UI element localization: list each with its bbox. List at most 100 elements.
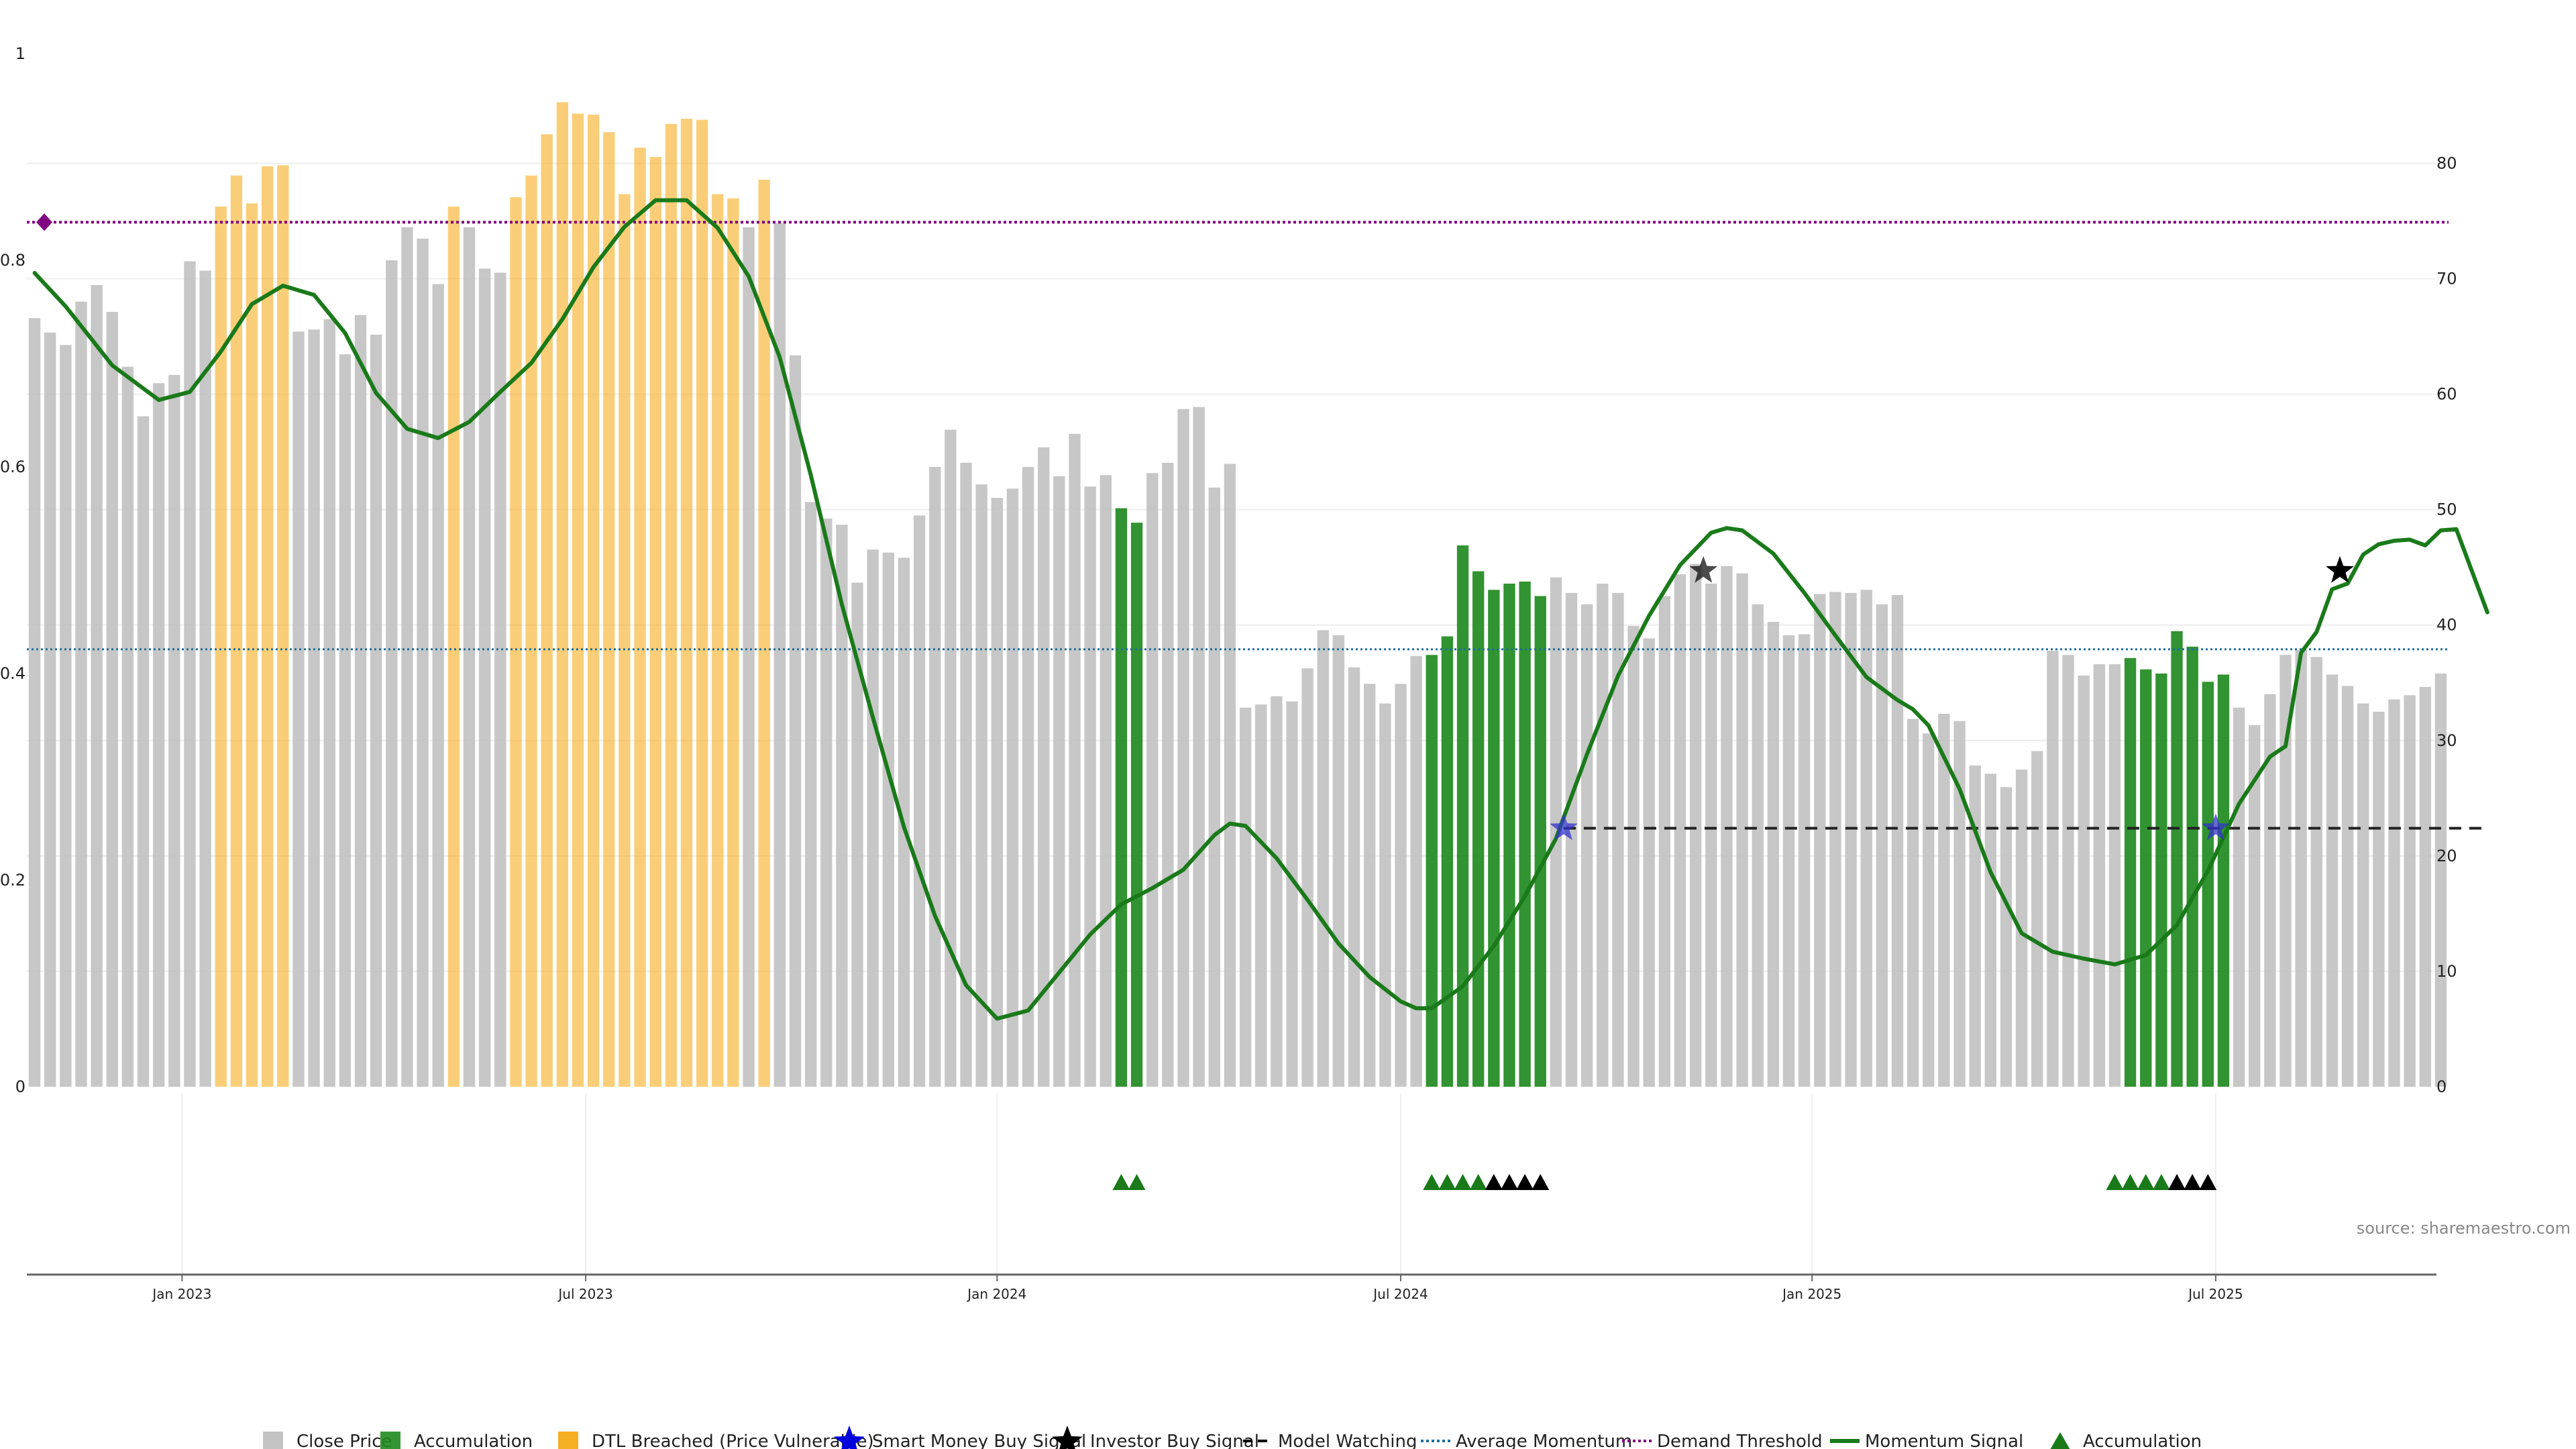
bar-25	[417, 238, 429, 1087]
right-tick-label: 70	[2436, 270, 2457, 288]
bar-154	[2419, 687, 2431, 1087]
legend-label: Model Watching	[1278, 1432, 1417, 1449]
bar-62	[991, 498, 1003, 1087]
left-tick-label: 1	[15, 44, 25, 63]
bar-13	[230, 175, 243, 1087]
legend-triangle-icon	[2050, 1432, 2070, 1449]
bar-35	[572, 113, 584, 1087]
bar-106	[1674, 574, 1686, 1087]
bar-122	[1923, 733, 1935, 1087]
bar-100	[1580, 604, 1593, 1087]
bar-113	[1782, 635, 1795, 1087]
right-tick-label: 30	[2436, 731, 2457, 750]
bar-72	[1146, 473, 1159, 1087]
bar-18	[308, 329, 320, 1087]
bar-53	[851, 582, 863, 1087]
bar-112	[1767, 622, 1780, 1087]
bar-79	[1255, 704, 1267, 1087]
bar-150	[2357, 703, 2369, 1087]
bar-130	[2047, 651, 2059, 1087]
legend-item: Investor Buy Signal	[1052, 1426, 1259, 1449]
bar-77	[1224, 464, 1236, 1087]
bar-83	[1317, 630, 1329, 1087]
x-tick-label: Jan 2024	[966, 1286, 1026, 1302]
legend-item: Momentum Signal	[1830, 1432, 2023, 1449]
accumulation-marker	[1128, 1174, 1146, 1190]
bar-39	[634, 148, 646, 1087]
bar-110	[1736, 573, 1748, 1087]
bar-101	[1597, 584, 1609, 1087]
bar-50	[804, 502, 817, 1087]
bar-31	[510, 197, 522, 1087]
bar-27	[447, 206, 460, 1087]
bar-89	[1410, 655, 1422, 1087]
bar-24	[401, 227, 413, 1087]
legend-item: Close Price	[263, 1432, 392, 1449]
accumulation-marker	[2152, 1174, 2170, 1190]
bar-131	[2062, 655, 2074, 1087]
bar-105	[1658, 596, 1671, 1087]
right-tick-label: 60	[2436, 385, 2457, 404]
bar-36	[587, 114, 600, 1087]
bar-78	[1239, 707, 1252, 1087]
investor-star-0	[1689, 555, 1718, 583]
bar-95	[1503, 584, 1515, 1087]
bar-147	[2310, 657, 2322, 1087]
x-tick-label: Jan 2023	[151, 1286, 211, 1302]
bar-63	[1006, 488, 1019, 1087]
bar-138	[2171, 631, 2183, 1087]
grid	[27, 162, 2449, 1275]
legend-item: Accumulation	[380, 1432, 533, 1449]
bar-92	[1456, 545, 1469, 1087]
smart-money-star-0	[1550, 813, 1578, 841]
bar-30	[494, 272, 506, 1087]
bar-59	[945, 429, 957, 1087]
bar-98	[1550, 577, 1562, 1087]
bar-132	[2078, 676, 2090, 1087]
bar-41	[665, 123, 678, 1087]
accumulation-marker	[2121, 1174, 2139, 1190]
left-tick-label: 0.4	[0, 664, 25, 683]
accumulation-marker	[1469, 1174, 1487, 1190]
legend-label: Demand Threshold	[1657, 1432, 1823, 1449]
right-tick-label: 80	[2436, 154, 2457, 172]
bar-3	[75, 301, 87, 1087]
bar-17	[292, 331, 305, 1087]
bar-129	[2031, 751, 2043, 1087]
accumulation-marker	[1112, 1174, 1130, 1190]
bar-57	[913, 515, 926, 1087]
bar-55	[882, 552, 895, 1087]
bar-91	[1441, 636, 1454, 1087]
accumulation-marker-black	[1485, 1174, 1503, 1190]
accumulation-marker	[1454, 1174, 1472, 1190]
bar-114	[1798, 634, 1811, 1087]
bar-126	[1984, 773, 1997, 1087]
bar-152	[2388, 699, 2400, 1087]
legend-item: Demand Threshold	[1622, 1432, 1823, 1449]
legend-label: Smart Money Buy Signal	[872, 1432, 1086, 1449]
bar-144	[2264, 694, 2276, 1087]
accumulation-marker-black	[2199, 1174, 2217, 1190]
legend-label: Investor Buy Signal	[1090, 1432, 1259, 1449]
bar-6	[121, 366, 134, 1087]
left-tick-label: 0.6	[0, 458, 25, 476]
bar-121	[1907, 718, 1919, 1087]
x-tick-label: Jan 2025	[1781, 1286, 1841, 1302]
bar-16	[277, 165, 289, 1087]
legend-item: Accumulation	[2050, 1432, 2202, 1449]
accumulation-marker	[1423, 1174, 1441, 1190]
right-tick-label: 50	[2436, 500, 2457, 519]
bar-69	[1099, 475, 1112, 1087]
bar-54	[867, 549, 879, 1087]
bar-125	[1969, 765, 1981, 1087]
bar-70	[1115, 508, 1128, 1087]
legend-label: Average Momentum	[1456, 1432, 1632, 1449]
bar-88	[1395, 684, 1407, 1087]
bar-64	[1022, 467, 1034, 1087]
bar-33	[541, 134, 553, 1087]
bar-133	[2093, 664, 2106, 1087]
legend-star-icon	[834, 1426, 865, 1449]
right-tick-label: 0	[2436, 1077, 2447, 1096]
bar-14	[246, 203, 258, 1087]
legend-swatch	[380, 1432, 400, 1449]
